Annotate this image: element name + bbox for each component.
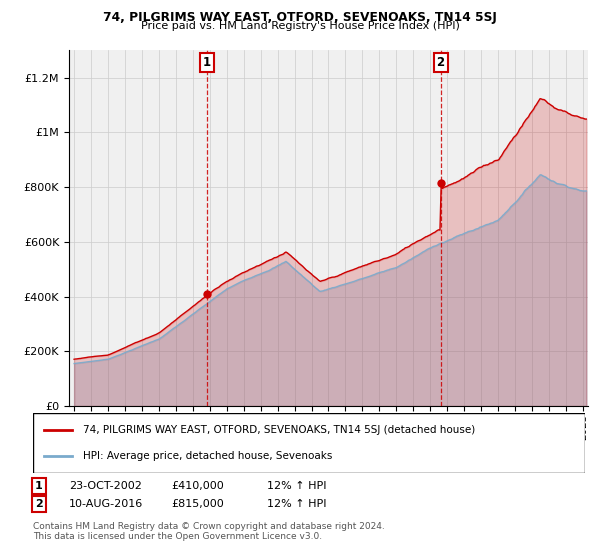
Text: Contains HM Land Registry data © Crown copyright and database right 2024.: Contains HM Land Registry data © Crown c… [33, 522, 385, 531]
FancyBboxPatch shape [33, 413, 585, 473]
Text: 10-AUG-2016: 10-AUG-2016 [69, 499, 143, 509]
Text: 12% ↑ HPI: 12% ↑ HPI [267, 481, 326, 491]
Text: 12% ↑ HPI: 12% ↑ HPI [267, 499, 326, 509]
Text: HPI: Average price, detached house, Sevenoaks: HPI: Average price, detached house, Seve… [83, 451, 332, 461]
Text: 74, PILGRIMS WAY EAST, OTFORD, SEVENOAKS, TN14 5SJ (detached house): 74, PILGRIMS WAY EAST, OTFORD, SEVENOAKS… [83, 424, 475, 435]
Text: 2: 2 [437, 56, 445, 69]
Text: 23-OCT-2002: 23-OCT-2002 [69, 481, 142, 491]
Text: This data is licensed under the Open Government Licence v3.0.: This data is licensed under the Open Gov… [33, 532, 322, 541]
Text: £815,000: £815,000 [171, 499, 224, 509]
Text: 1: 1 [202, 56, 211, 69]
Text: 1: 1 [35, 481, 43, 491]
Text: 74, PILGRIMS WAY EAST, OTFORD, SEVENOAKS, TN14 5SJ: 74, PILGRIMS WAY EAST, OTFORD, SEVENOAKS… [103, 11, 497, 24]
Text: £410,000: £410,000 [171, 481, 224, 491]
Text: Price paid vs. HM Land Registry's House Price Index (HPI): Price paid vs. HM Land Registry's House … [140, 21, 460, 31]
Text: 2: 2 [35, 499, 43, 509]
